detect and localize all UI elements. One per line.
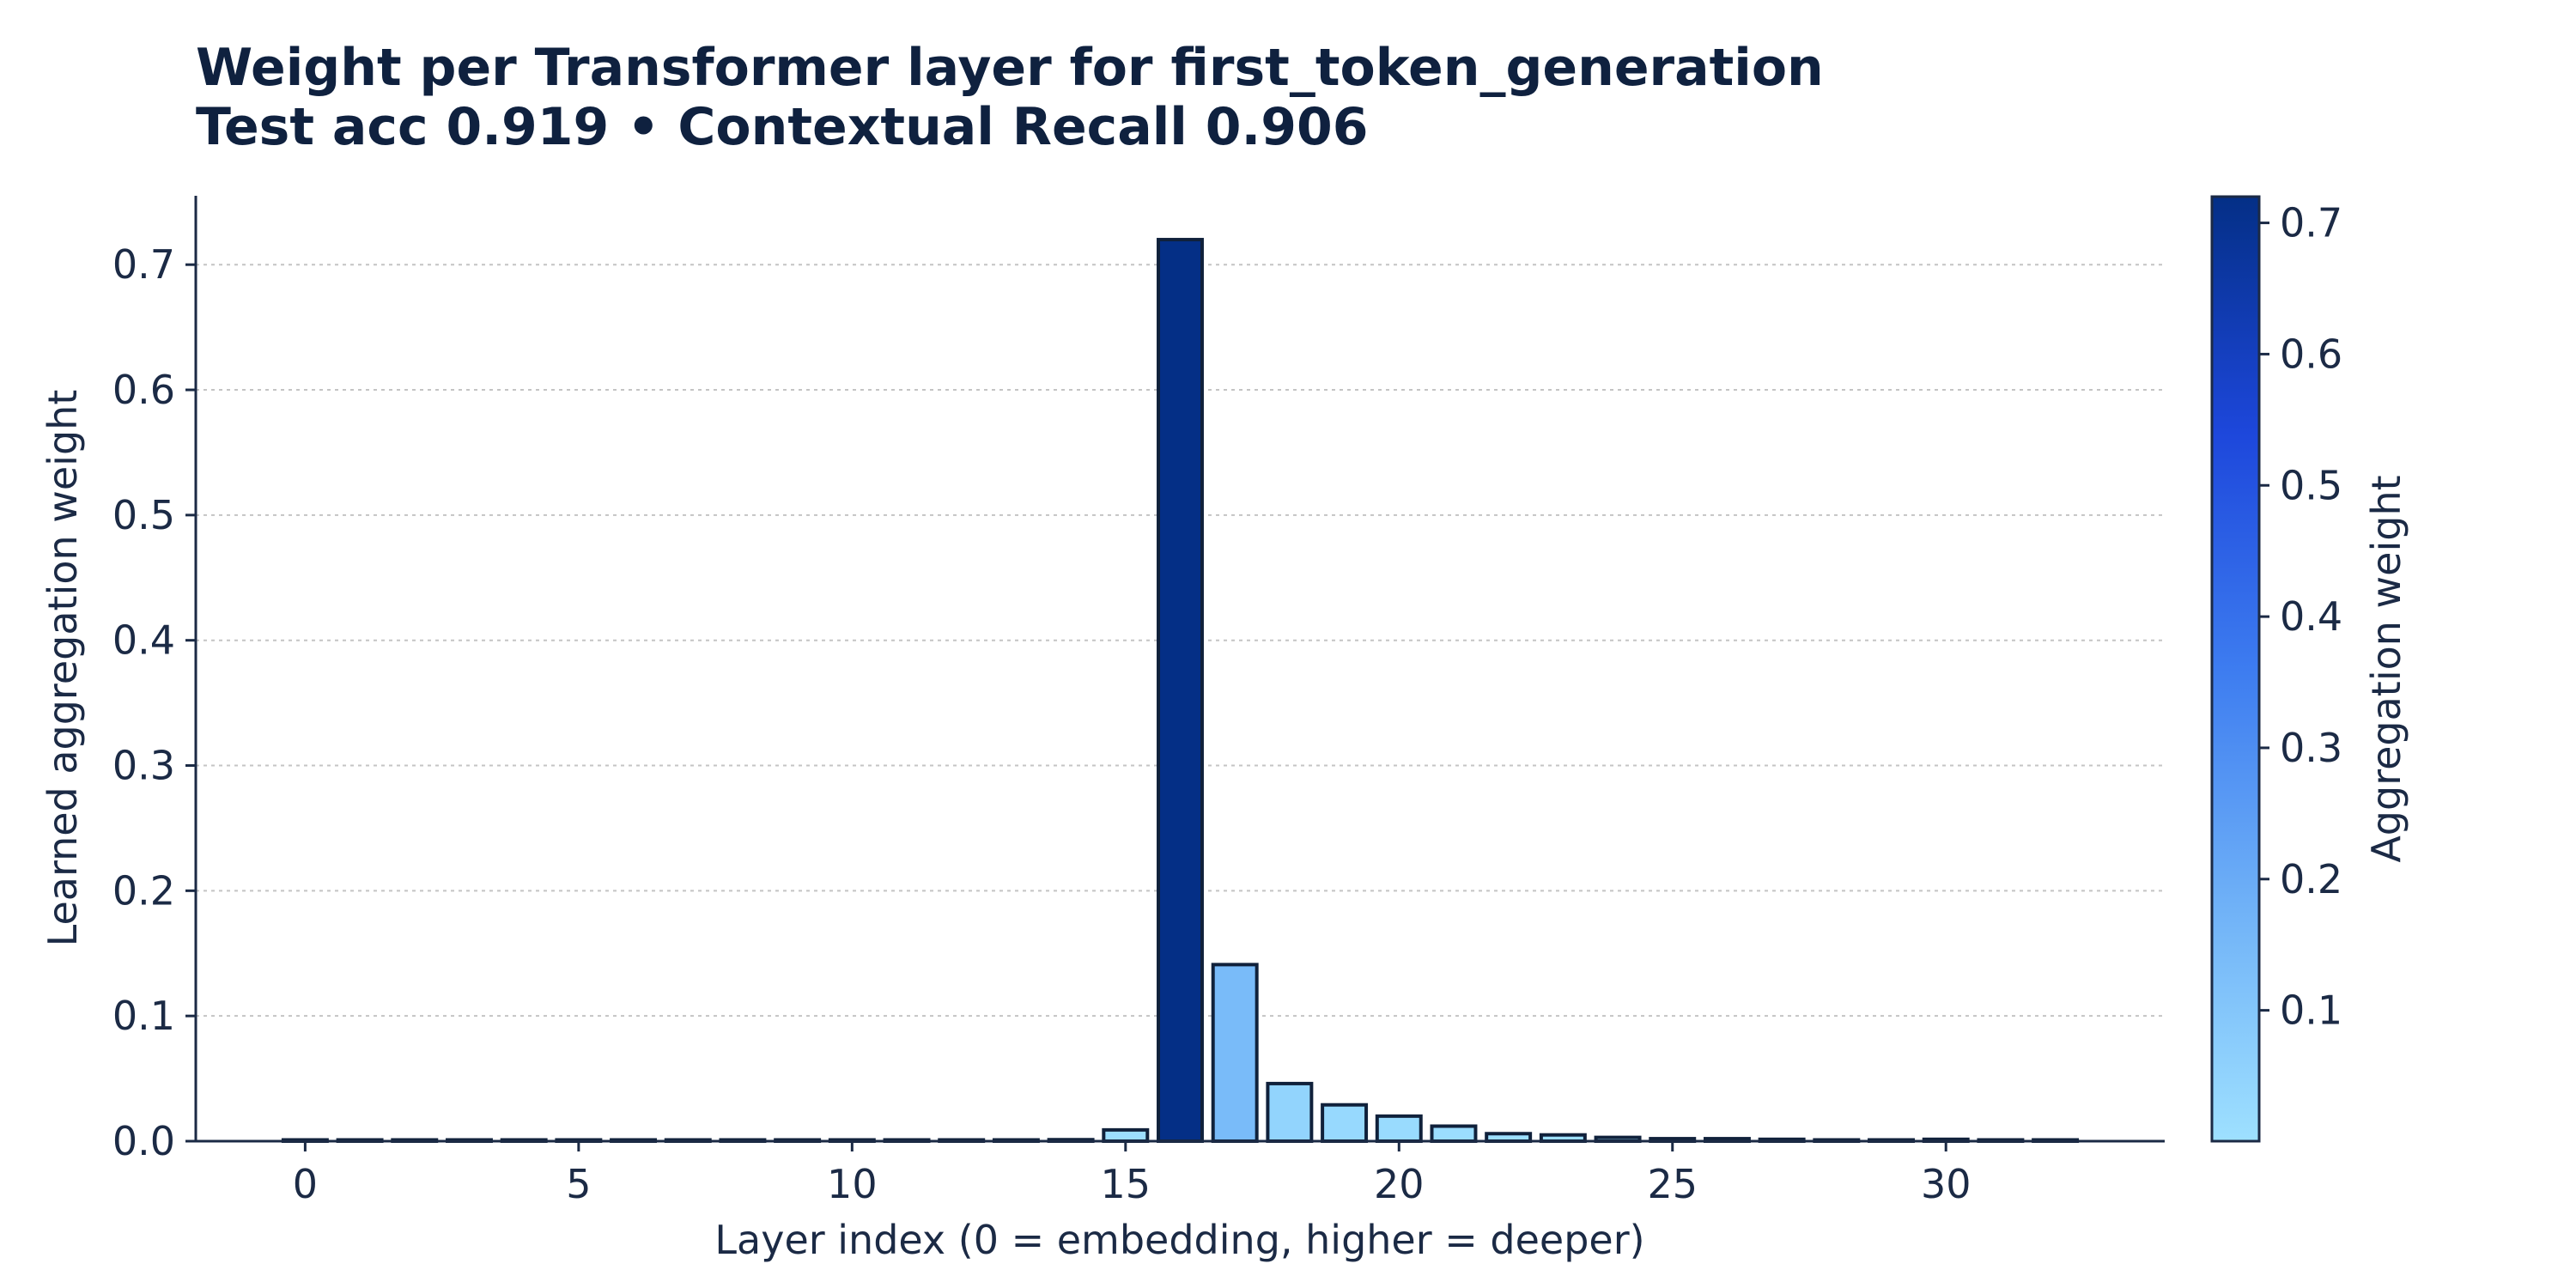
colorbar-tick-label: 0.4: [2280, 593, 2342, 640]
x-tick-label: 25: [1647, 1161, 1698, 1207]
x-tick-label: 5: [566, 1161, 591, 1207]
colorbar-label: Aggregation weight: [2363, 475, 2409, 862]
x-tick-label: 10: [827, 1161, 878, 1207]
colorbar-tick-label: 0.7: [2280, 200, 2342, 246]
x-tick-label: 20: [1374, 1161, 1425, 1207]
x-ticks: 0 5 10 15 20 25 30: [293, 1141, 1971, 1207]
x-tick-label: 15: [1101, 1161, 1151, 1207]
x-tick-label: 0: [293, 1161, 318, 1207]
y-tick-label: 0.3: [112, 743, 175, 789]
bar-layer-17: [1211, 963, 1259, 1144]
y-ticks: 0.0 0.1 0.2 0.3 0.4 0.5 0.6 0.7: [112, 241, 196, 1164]
x-tick-label: 30: [1921, 1161, 1971, 1207]
y-tick-label: 0.4: [112, 617, 175, 664]
bars: [281, 238, 2080, 1144]
colorbar-tick-label: 0.5: [2280, 462, 2342, 508]
chart-title: Weight per Transformer layer for first_t…: [196, 38, 1824, 98]
bar-layer-20: [1375, 1114, 1423, 1144]
x-axis-label: Layer index (0 = embedding, higher = dee…: [714, 1217, 1644, 1263]
y-tick-label: 0.2: [112, 867, 175, 914]
bar-layer-18: [1266, 1081, 1314, 1143]
y-tick-label: 0.5: [112, 492, 175, 538]
y-tick-label: 0.7: [112, 241, 175, 288]
colorbar-tick-label: 0.6: [2280, 331, 2342, 377]
y-tick-label: 0.0: [112, 1118, 175, 1164]
bar-layer-16: [1157, 238, 1204, 1143]
axes: [194, 196, 2165, 1143]
colorbar-ticks: 0.1 0.2 0.3 0.4 0.5 0.6 0.7: [2259, 200, 2342, 1034]
bar-layer-21: [1430, 1124, 1478, 1143]
y-axis-label: Learned aggregation weight: [39, 390, 86, 947]
chart-subtitle: Test acc 0.919 • Contextual Recall 0.906: [196, 97, 1369, 157]
y-tick-label: 0.6: [112, 367, 175, 413]
colorbar-tick-label: 0.3: [2280, 725, 2342, 771]
bar-layer-19: [1321, 1103, 1369, 1144]
y-tick-label: 0.1: [112, 993, 175, 1039]
colorbar: [2210, 195, 2261, 1143]
colorbar-tick-label: 0.2: [2280, 856, 2342, 902]
colorbar-tick-label: 0.1: [2280, 987, 2342, 1034]
bar-layer-15: [1102, 1127, 1150, 1143]
